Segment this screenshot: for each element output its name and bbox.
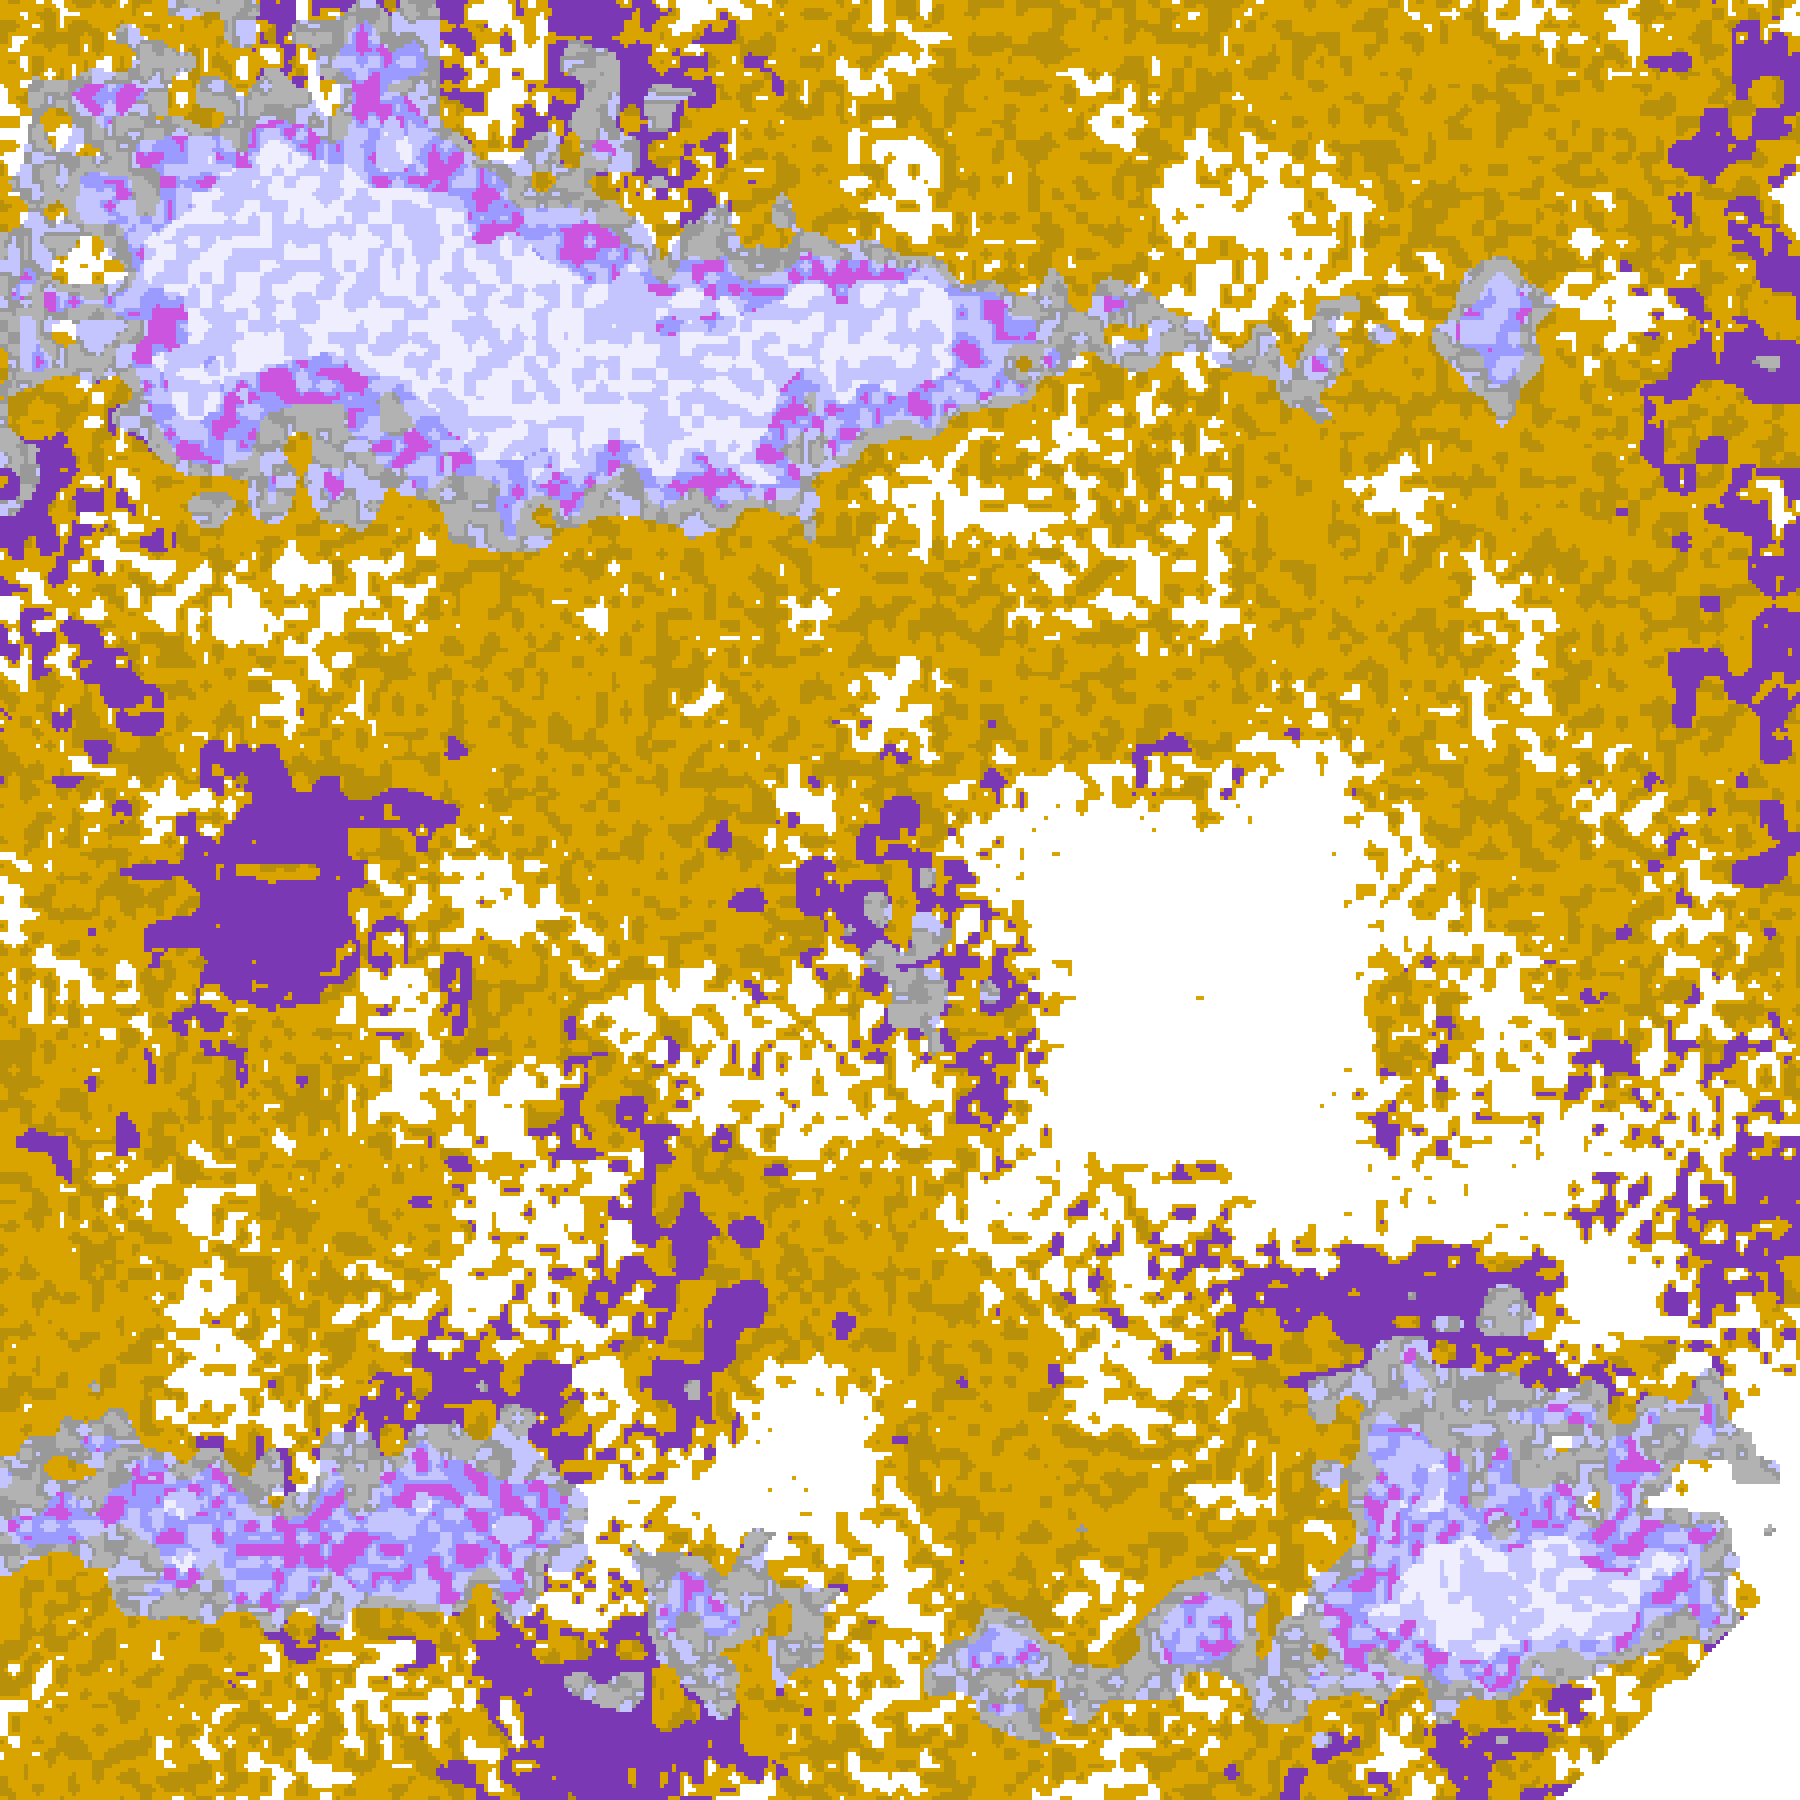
cloud-classification-map <box>0 0 1800 1800</box>
cloud-classification-raster <box>0 0 1800 1800</box>
